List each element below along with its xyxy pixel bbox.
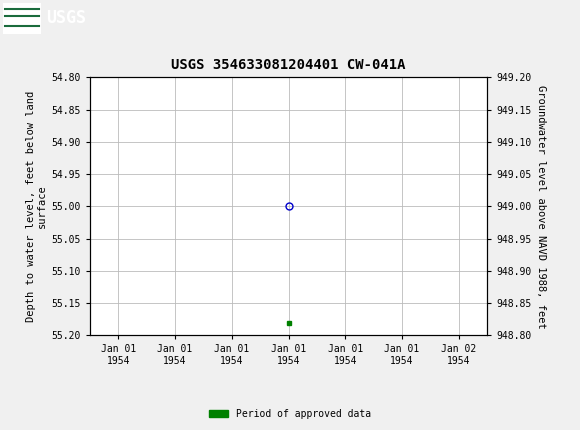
Y-axis label: Depth to water level, feet below land
surface: Depth to water level, feet below land su…: [26, 91, 48, 322]
Title: USGS 354633081204401 CW-041A: USGS 354633081204401 CW-041A: [171, 58, 406, 72]
Bar: [3, 3, 41, 34]
Y-axis label: Groundwater level above NAVD 1988, feet: Groundwater level above NAVD 1988, feet: [536, 85, 546, 328]
Text: USGS: USGS: [46, 9, 86, 27]
Legend: Period of approved data: Period of approved data: [205, 405, 375, 423]
